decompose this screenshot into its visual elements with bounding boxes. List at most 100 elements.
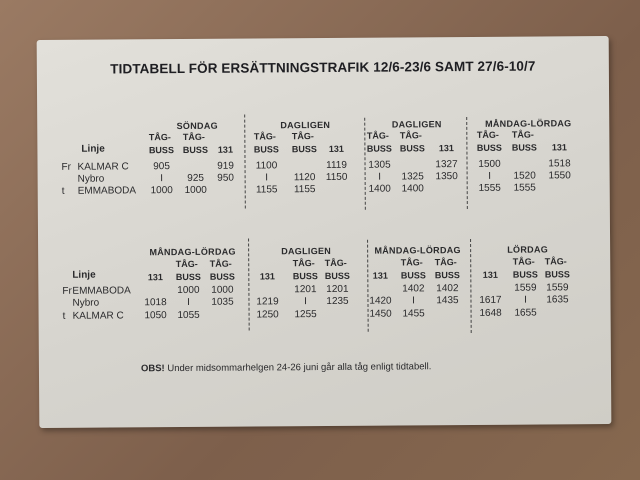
departure-time: 925	[187, 172, 205, 184]
day-header: DAGLIGEN	[391, 119, 442, 130]
departure-time: I	[488, 170, 492, 182]
column-divider	[248, 238, 250, 331]
column-header-line: 131	[482, 269, 498, 280]
day-header: DAGLIGEN	[281, 245, 332, 257]
departure-time: 1150	[325, 171, 348, 183]
column-header: TÅG- BUSS	[400, 129, 425, 155]
column-header-line: 131	[259, 271, 275, 282]
departure-time: 1555	[478, 182, 501, 194]
column-header-line: 131	[217, 144, 233, 155]
departure-time: I	[304, 296, 307, 308]
departure-time: 1555	[513, 182, 536, 194]
column-header-line: 131	[372, 270, 388, 281]
column-header-line: BUSS	[366, 143, 392, 154]
column-header-line: TÅG-	[175, 258, 198, 270]
column-header-line: BUSS	[175, 271, 201, 283]
column-header: TÅG- BUSS	[254, 130, 279, 156]
column-header-line: BUSS	[512, 269, 538, 280]
departure-time: 1155	[293, 184, 316, 196]
departure-time: I	[378, 171, 382, 183]
column-header: TÅG- BUSS	[149, 131, 174, 157]
column-header: TÅG- BUSS	[435, 256, 460, 282]
column-header: TÅG- BUSS	[513, 256, 538, 282]
column-header: TÅG- BUSS	[183, 131, 208, 157]
stop-direction-prefix: t	[62, 310, 66, 322]
column-divider	[364, 117, 366, 210]
column-header: TÅG- BUSS	[512, 129, 537, 155]
stop-direction-prefix: Fr	[61, 161, 72, 173]
column-header-line: BUSS	[209, 271, 235, 282]
departure-time: 1402	[436, 283, 459, 295]
departure-time: 1550	[548, 170, 571, 182]
departure-time: 1400	[401, 183, 424, 195]
departure-time: 919	[217, 160, 234, 172]
day-header: MÅNDAG-LÖRDAG	[485, 118, 572, 129]
day-header: MÅNDAG-LÖRDAG	[374, 245, 461, 256]
departure-time: I	[187, 296, 190, 308]
departure-time: 1155	[255, 184, 278, 196]
column-divider	[367, 239, 369, 332]
column-header-line: TÅG-	[544, 256, 567, 267]
departure-time: 1219	[256, 296, 279, 308]
column-header-line: 131	[438, 143, 454, 154]
departure-time: 1255	[294, 309, 317, 321]
stop-direction-prefix: t	[61, 185, 65, 197]
column-header: TÅG- BUSS	[176, 258, 201, 284]
departure-time: 1000	[177, 284, 200, 297]
stop-name: KALMAR C	[77, 161, 129, 173]
departure-time: 1402	[402, 283, 425, 295]
linje-label: Linje	[72, 269, 96, 281]
departure-time: 1559	[514, 282, 537, 294]
column-divider	[244, 114, 246, 209]
stop-name: Nybro	[72, 297, 100, 309]
column-header-line: TÅG-	[291, 131, 314, 142]
departure-time: 905	[153, 161, 170, 173]
timetable-title: TIDTABELL FÖR ERSÄTTNINGSTRAFIK 12/6-23/…	[110, 58, 536, 77]
departure-time: 1120	[293, 172, 316, 184]
departure-time: 1450	[369, 308, 392, 320]
column-header-line: BUSS	[253, 144, 279, 155]
column-header: TÅG- BUSS	[401, 256, 426, 282]
column-divider	[470, 238, 472, 333]
column-header: TÅG- BUSS	[367, 130, 392, 156]
day-header: DAGLIGEN	[280, 119, 331, 131]
departure-time: 1617	[479, 294, 502, 306]
departure-time: 1635	[546, 294, 569, 306]
column-header-line: BUSS	[324, 270, 350, 281]
departure-time: 1201	[294, 284, 317, 296]
departure-time: 1119	[326, 159, 347, 171]
departure-time: 1500	[478, 158, 501, 170]
stop-name: EMMABODA	[72, 285, 131, 297]
column-header-line: TÅG-	[399, 130, 422, 141]
obs-label: OBS!	[140, 363, 165, 375]
stop-direction-prefix: Fr	[62, 285, 72, 297]
departure-time: 1648	[479, 307, 502, 319]
column-header: TÅG- BUSS	[292, 130, 317, 156]
departure-time: 950	[217, 172, 235, 184]
column-header-line: TÅG-	[209, 258, 232, 269]
column-header: TÅG- BUSS	[477, 129, 502, 155]
column-header: 131	[373, 270, 388, 283]
column-header: TÅG- BUSS	[293, 257, 318, 283]
column-header-line: TÅG-	[366, 130, 389, 141]
column-header: 131	[218, 144, 233, 157]
column-header-line: BUSS	[434, 270, 460, 281]
column-header-line: BUSS	[182, 144, 208, 155]
day-header: SÖNDAG	[176, 120, 218, 132]
departure-time: 1327	[435, 159, 458, 171]
departure-time: 1100	[255, 160, 278, 172]
column-header-line: TÅG-	[253, 131, 276, 142]
departure-time: 1400	[368, 183, 391, 195]
departure-time: I	[160, 173, 164, 185]
obs-text: Under midsommarhelgen 24-26 juni går all…	[164, 361, 432, 375]
departure-time: 1435	[436, 295, 459, 307]
column-divider	[466, 116, 468, 210]
column-header: TÅG- BUSS	[325, 257, 350, 283]
column-header-line: TÅG-	[400, 257, 423, 268]
column-header-line: TÅG-	[148, 132, 171, 143]
departure-time: 1035	[211, 296, 234, 308]
departure-time: 1000	[211, 284, 234, 296]
departure-time: 1250	[256, 309, 279, 321]
departure-time: 1000	[184, 184, 207, 196]
timetable-paper: TIDTABELL FÖR ERSÄTTNINGSTRAFIK 12/6-23/…	[36, 36, 612, 428]
